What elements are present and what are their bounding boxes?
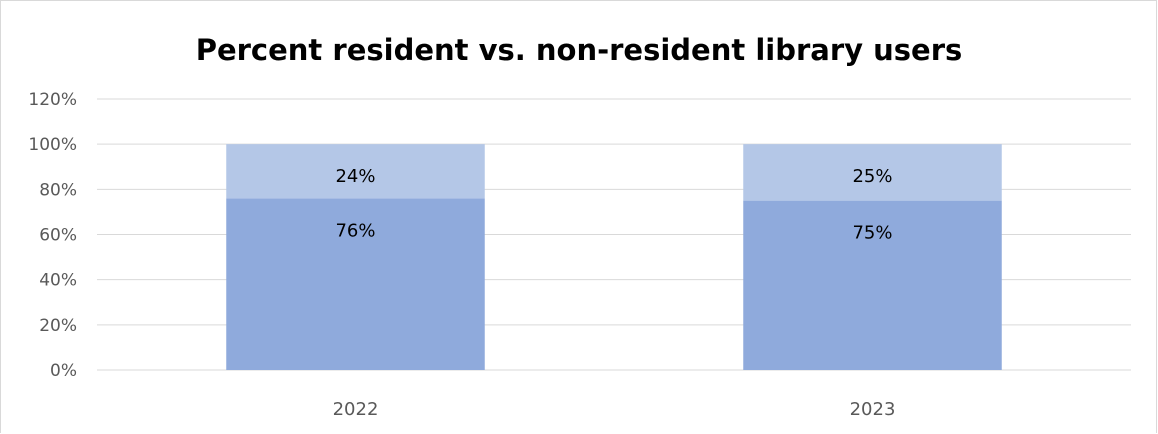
y-tick-label: 0% [50,361,77,381]
data-label-2022-series-2: 24% [335,166,375,187]
data-label-2023-series-1: 75% [852,223,892,244]
chart-title: Percent resident vs. non-resident librar… [196,33,963,67]
x-axis: 2022 2023 [333,399,896,420]
y-tick-label: 80% [39,180,77,200]
data-label-2022-series-1: 76% [335,220,375,241]
data-label-2023-series-2: 25% [852,166,892,187]
y-axis: 0% 20% 40% 60% 80% 100% 120% [28,90,77,381]
y-tick-label: 100% [28,135,77,155]
bar-segment-2022-series-1 [226,198,485,370]
x-tick-label-2023: 2023 [850,399,896,420]
y-tick-label: 20% [39,316,77,336]
x-tick-label-2022: 2022 [333,399,379,420]
data-labels: 76% 24% 75% 25% [335,166,892,243]
y-tick-label: 60% [39,226,77,246]
bars [226,144,1002,370]
bar-segment-2022-series-2 [226,144,485,199]
bar-segment-2023-series-1 [743,200,1002,370]
bar-segment-2023-series-2 [743,144,1002,201]
y-tick-label: 40% [39,271,77,291]
y-tick-label: 120% [28,90,77,110]
